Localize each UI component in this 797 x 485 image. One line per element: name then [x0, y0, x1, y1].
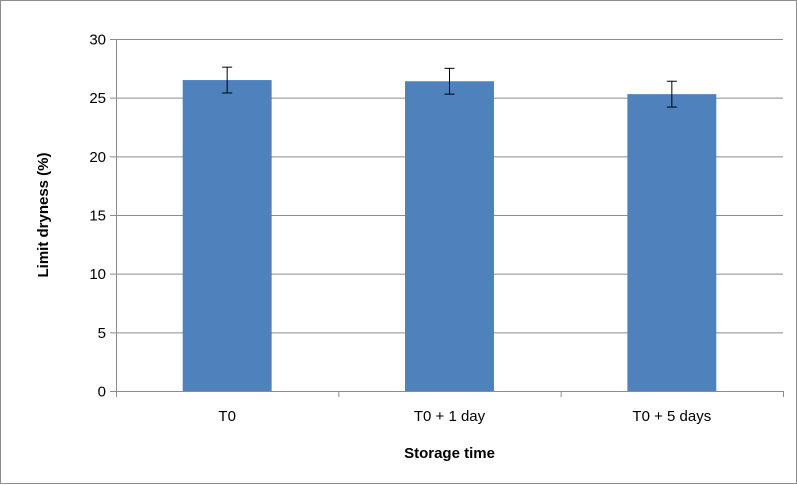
x-tick-label: T0 + 5 days	[632, 408, 711, 425]
error-bars	[222, 66, 677, 108]
bar	[627, 94, 717, 391]
y-tick-label: 25	[89, 90, 106, 107]
tick-labels: 0 5 10 15 20 25 30 T0 T0 + 1 day T0 + 5 days	[89, 32, 711, 426]
x-tick-label: T0	[218, 408, 236, 425]
bar	[182, 80, 272, 392]
y-tick-label: 5	[98, 325, 106, 342]
axes	[110, 39, 784, 397]
y-tick-label: 20	[89, 149, 106, 166]
x-tick-label: T0 + 1 day	[414, 408, 486, 425]
bar	[405, 81, 494, 392]
y-tick-label: 30	[89, 32, 106, 49]
y-axis-title: Limit dryness (%)	[35, 152, 52, 277]
y-tick-label: 15	[89, 208, 106, 225]
bars	[182, 80, 717, 392]
y-tick-label: 10	[89, 266, 106, 283]
x-axis-title: Storage time	[404, 445, 495, 462]
y-tick-label: 0	[98, 384, 106, 401]
